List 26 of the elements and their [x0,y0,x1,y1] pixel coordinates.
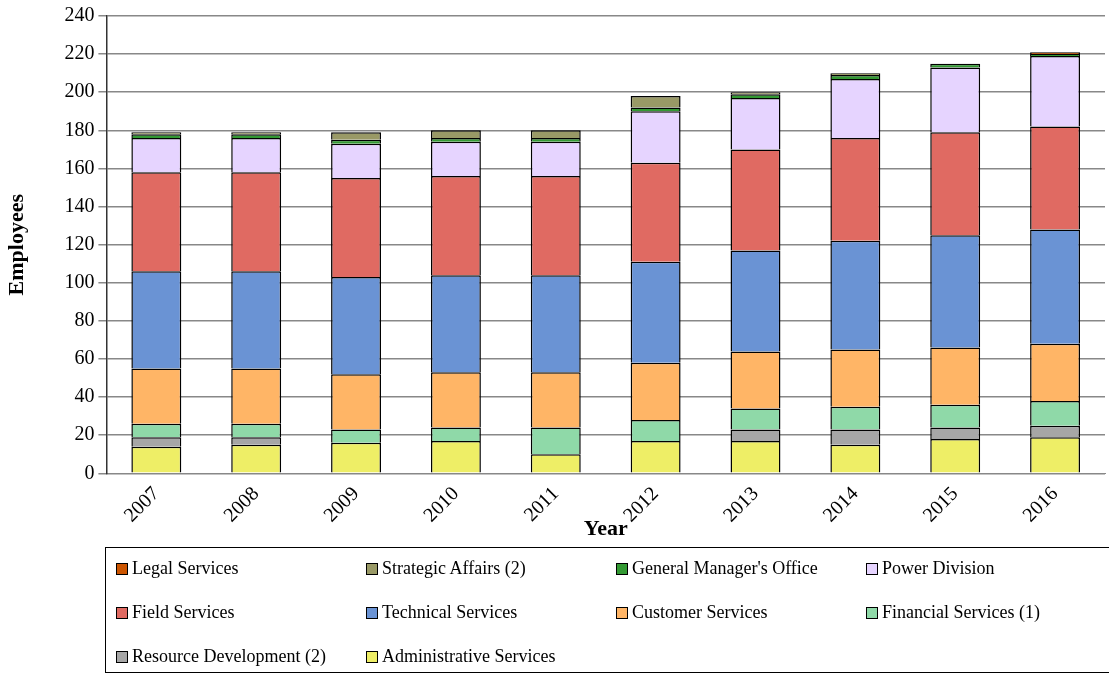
y-tick-label: 240 [64,3,95,26]
y-tick-label: 80 [74,308,95,331]
legend-label: Administrative Services [382,646,556,667]
legend-label: Financial Services (1) [882,602,1040,623]
y-tick-label: 120 [64,231,95,254]
y-tick-label: 160 [64,155,95,178]
legend-label: Strategic Affairs (2) [382,558,526,579]
y-tick-label: 40 [74,384,95,407]
y-tick-label: 180 [64,117,95,140]
y-tick-label: 20 [74,422,95,445]
legend-label: Technical Services [382,602,518,623]
y-tick-label: 0 [84,460,95,483]
y-tick-label: 220 [64,41,95,64]
legend-label: General Manager's Office [632,558,818,579]
y-tick-label: 60 [74,346,95,369]
y-tick-label: 200 [64,79,95,102]
legend-label: Resource Development (2) [132,646,326,667]
x-tick-label: 2011 [518,481,563,526]
y-axis-title: Employees [2,193,28,296]
legend-label: Customer Services [632,602,768,623]
legend-label: Power Division [882,558,995,579]
y-tick-label: 140 [64,193,95,216]
x-axis-title: Year [583,515,628,541]
legend-label: Field Services [132,602,235,623]
legend-label: Legal Services [132,558,239,579]
y-tick-label: 100 [64,270,95,293]
